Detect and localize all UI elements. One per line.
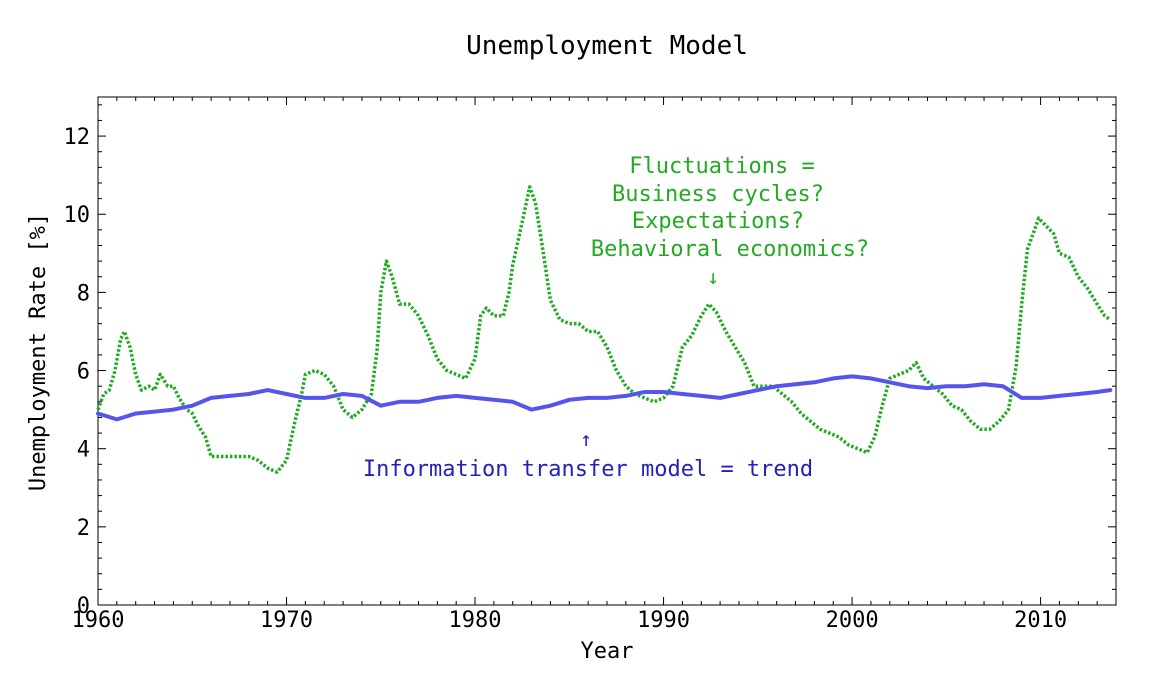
chart-title: Unemployment Model [466,31,748,61]
y-axis: 0 2 4 6 8 10 12 [64,125,1116,619]
y-tick-label: 0 [77,594,90,619]
y-tick-label: 2 [77,516,90,541]
y-tick-label: 10 [64,203,91,228]
annotation-trend: ↑ Information transfer model = trend [363,427,813,482]
y-tick-label: 6 [77,360,90,385]
minor-ticks [98,97,1117,605]
y-axis-label: Unemployment Rate [%] [26,213,51,491]
annotation-trend-line-1: Information transfer model = trend [363,457,813,482]
annotation-fluctuations-line-3: Expectations? [632,209,804,234]
x-axis: 1960 1970 1980 1990 2000 2010 [72,97,1067,633]
y-tick-label: 12 [64,125,91,150]
annotation-fluctuations-line-2: Business cycles? [612,182,824,207]
x-tick-label: 1980 [449,608,502,633]
y-tick-label: 8 [77,281,90,306]
annotation-fluctuations-line-1: Fluctuations = [629,154,814,179]
annotation-fluctuations-arrow: ↓ [707,265,719,289]
annotation-fluctuations: Fluctuations = Business cycles? Expectat… [591,154,869,289]
y-tick-label: 4 [77,438,90,463]
annotation-trend-arrow: ↑ [580,427,592,451]
x-tick-label: 1970 [260,608,313,633]
x-tick-label: 1960 [72,608,125,633]
series-line-trend [96,374,1113,422]
x-tick-label: 2010 [1014,608,1067,633]
x-tick-label: 1990 [637,608,690,633]
series-layer [96,185,1113,474]
annotation-fluctuations-line-4: Behavioral economics? [591,237,869,262]
x-tick-label: 2000 [826,608,879,633]
x-axis-label: Year [581,639,634,664]
